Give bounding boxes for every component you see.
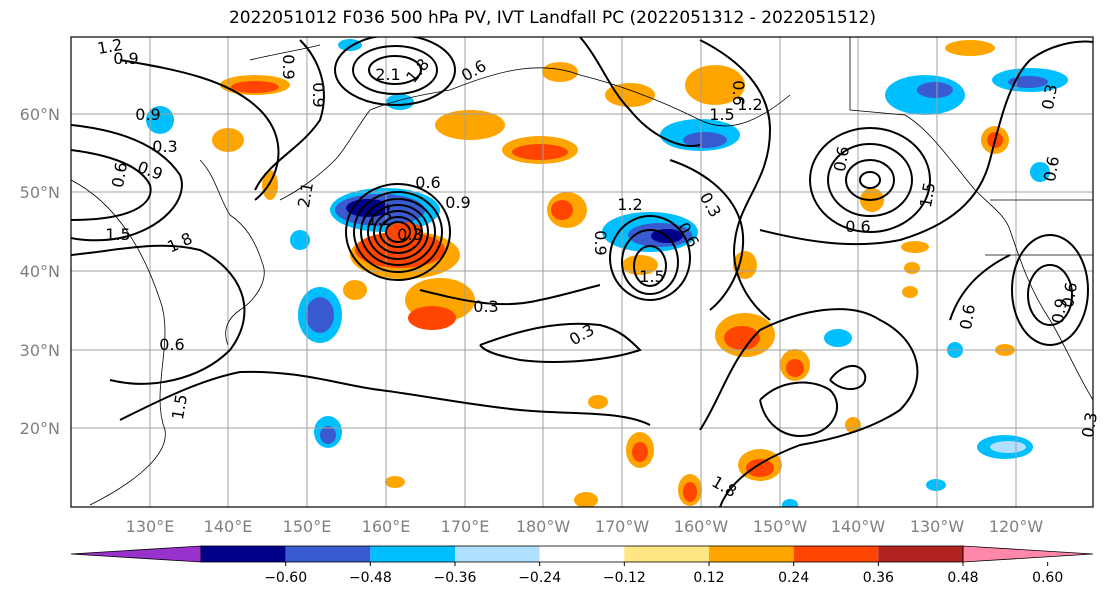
colorbar-segment xyxy=(201,546,286,562)
lon-label: 120°W xyxy=(989,517,1044,536)
map-area xyxy=(71,37,1093,507)
contour-label: 2.1 xyxy=(375,65,400,84)
lat-label: 50°N xyxy=(20,183,60,202)
contour-label: 0.9 xyxy=(279,54,298,79)
contour-label: 1.5 xyxy=(105,225,130,244)
colorbar-max-arrow xyxy=(962,545,1094,563)
colorbar-min-arrow xyxy=(70,545,202,563)
contour-label: 1.2 xyxy=(96,35,124,58)
lon-label: 140°W xyxy=(831,517,886,536)
contour-label: 1.2 xyxy=(367,210,392,229)
contour-label: 0.6 xyxy=(830,145,853,173)
contour-label: 0.6 xyxy=(108,161,131,189)
contour-label: 0.6 xyxy=(159,335,184,354)
pv-contours xyxy=(71,37,1093,507)
colorbar-tick-label: 0.12 xyxy=(693,570,724,586)
lon-label: 140°E xyxy=(204,517,253,536)
colorbar-segment xyxy=(285,546,371,562)
contour-label: 1.2 xyxy=(737,95,762,114)
contour-label: 0.9 xyxy=(135,105,160,124)
lon-label: 160°E xyxy=(362,517,411,536)
contour-label: 0.6 xyxy=(1040,155,1063,183)
contour-label: 0.3 xyxy=(1078,411,1101,439)
contour-label: 0.3 xyxy=(1038,83,1061,111)
lon-label: 150°W xyxy=(753,517,808,536)
contour-label: 2.1 xyxy=(294,181,317,209)
lat-label: 20°N xyxy=(20,419,60,438)
latitude-labels: 60°N 50°N 40°N 30°N 20°N xyxy=(20,105,60,438)
longitude-labels: 130°E 140°E 150°E 160°E 170°E 180°W 170°… xyxy=(126,517,1044,536)
colorbar-tick-label: 0.24 xyxy=(778,570,809,586)
lon-label: 160°W xyxy=(674,517,729,536)
coastlines xyxy=(71,37,1093,506)
colorbar-tick-label: −0.48 xyxy=(349,570,392,586)
map-frame xyxy=(70,36,1094,508)
colorbar-border xyxy=(200,545,964,563)
colorbar-segment xyxy=(455,546,540,562)
colorbar-tick-label: 0.48 xyxy=(947,570,978,586)
contour-label: 1.5 xyxy=(639,267,664,286)
contour-label: 0.6 xyxy=(415,173,440,192)
contour-label: 1.5 xyxy=(168,393,191,421)
contour-label: 1.5 xyxy=(916,181,939,209)
contour-label: 0.3 xyxy=(473,297,498,316)
contour-label: 0.3 xyxy=(152,137,177,156)
colorbar-tick-label: 0.60 xyxy=(1032,570,1063,586)
contour-label: 0.9 xyxy=(445,193,470,212)
colorbar-tick-label: −0.24 xyxy=(518,570,561,586)
lat-label: 60°N xyxy=(20,105,60,124)
lon-label: 150°E xyxy=(283,517,332,536)
contour-label: 1.5 xyxy=(709,105,734,124)
lon-label: 180°W xyxy=(516,517,571,536)
colorbar-tick-label: −0.36 xyxy=(434,570,477,586)
colorbar-segment xyxy=(793,546,879,562)
contour-label: 0.6 xyxy=(845,217,870,236)
colorbar-tick-label: −0.60 xyxy=(264,570,307,586)
lon-label: 170°W xyxy=(595,517,650,536)
contour-label: 0.6 xyxy=(1058,281,1081,309)
contour-label: 1.2 xyxy=(617,195,642,214)
colorbar: −0.60 −0.48 −0.36 −0.24 −0.12 0.12 0.24 0.36 0.4… xyxy=(70,545,1094,586)
contour-label: 0.9 xyxy=(113,49,138,68)
contour-label: 0.9 xyxy=(591,230,610,255)
colorbar-segment xyxy=(539,546,625,562)
colorbar-segment xyxy=(370,546,455,562)
contour-label: 0.3 xyxy=(397,225,422,244)
lat-label: 30°N xyxy=(20,341,60,360)
colorbar-segment xyxy=(624,546,709,562)
colorbar-tick-label: 0.36 xyxy=(863,570,894,586)
contour-label: 0.6 xyxy=(956,303,979,331)
map-title: 2022051012 F036 500 hPa PV, IVT Landfall… xyxy=(228,8,876,28)
lon-label: 130°W xyxy=(910,517,965,536)
lat-label: 40°N xyxy=(20,262,60,281)
contour-label: 0.9 xyxy=(309,82,328,107)
contour-label: 0.9 xyxy=(1048,297,1071,325)
colorbar-tick-label: −0.12 xyxy=(603,570,646,586)
colorbar-segment xyxy=(709,546,794,562)
contour-label: 0.6 xyxy=(729,80,748,105)
lon-label: 130°E xyxy=(126,517,175,536)
lon-label: 170°E xyxy=(441,517,490,536)
colorbar-segment xyxy=(878,546,963,562)
